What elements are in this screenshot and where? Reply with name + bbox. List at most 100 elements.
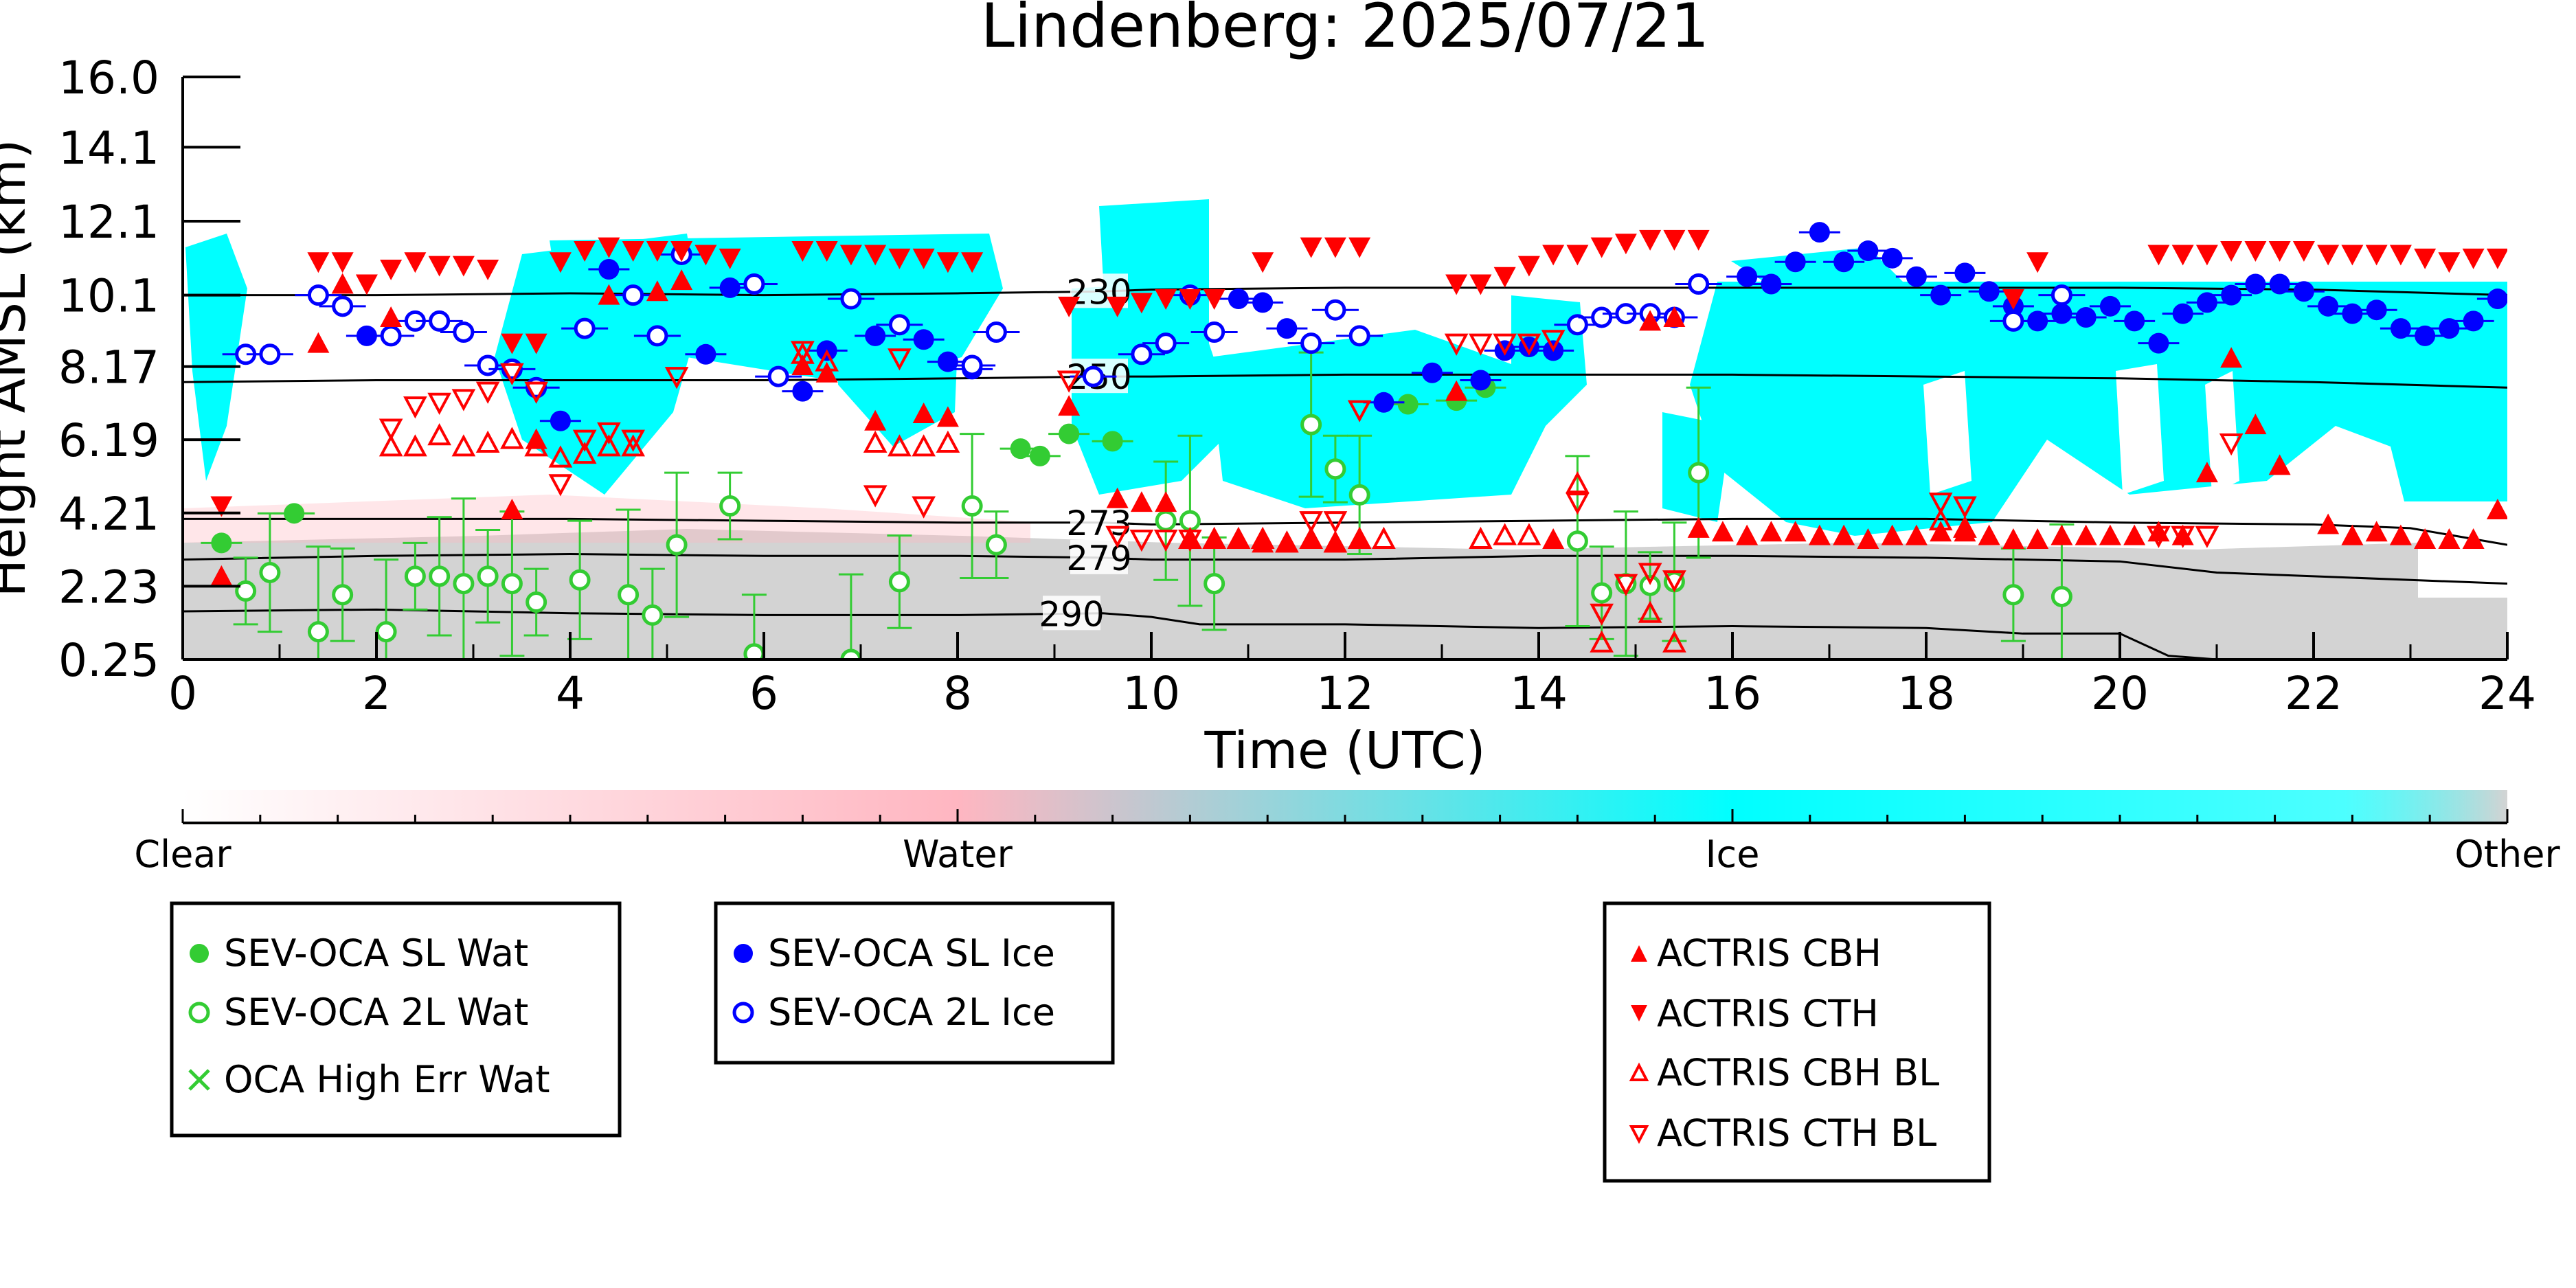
data-point [2171, 524, 2194, 545]
data-point [1542, 528, 1565, 550]
data-point [1300, 528, 1322, 550]
data-point [1105, 526, 1129, 548]
data-point [2172, 303, 2193, 324]
data-point [1493, 333, 1517, 356]
data-point [1517, 256, 1540, 277]
data-point [453, 573, 475, 595]
data-point [2051, 303, 2072, 324]
y-tick-label: 6.19 [58, 414, 159, 467]
data-point [1785, 251, 1806, 273]
data-point [500, 427, 524, 449]
data-point [670, 241, 693, 262]
data-point [719, 248, 741, 269]
colorbar-label-clear: Clear [134, 833, 231, 876]
data-point [1203, 528, 1225, 550]
data-point [1299, 526, 1323, 550]
legend-label-cth: ACTRIS CTH [1657, 992, 1879, 1035]
data-point [475, 381, 500, 404]
x-axis-label: Time (UTC) [1204, 721, 1485, 780]
data-point [1566, 530, 1588, 552]
x-tick-label: 2 [362, 667, 391, 720]
data-point [694, 245, 717, 266]
data-point [2342, 303, 2363, 324]
data-point [500, 363, 524, 385]
legend-label-high-err-wat: OCA High Err Wat [224, 1058, 550, 1101]
data-point [1276, 318, 1298, 339]
data-point [1760, 521, 1783, 542]
data-point [404, 252, 427, 273]
data-point [936, 430, 960, 453]
data-point [1978, 524, 2000, 545]
data-point [1324, 532, 1346, 553]
data-point [2438, 528, 2461, 550]
legend-marker-2l-ice [732, 1002, 754, 1024]
data-point [2148, 332, 2169, 354]
colorbar-ticks [181, 809, 2509, 823]
data-point [791, 241, 814, 262]
y-tick-label: 4.21 [58, 488, 159, 541]
clear-gaps [1923, 364, 2239, 495]
data-point [572, 429, 597, 452]
data-point [1323, 511, 1348, 534]
data-point [380, 306, 403, 327]
data-point [2195, 462, 2218, 483]
isotherm-230 [183, 286, 2507, 297]
data-point [1155, 510, 1177, 532]
data-point [429, 310, 451, 332]
data-point [2123, 524, 2146, 545]
data-point [2438, 252, 2461, 273]
data-point [574, 317, 596, 339]
data-point [1153, 530, 1178, 552]
data-point [597, 422, 621, 445]
data-point [307, 621, 329, 643]
data-point [2147, 245, 2170, 266]
series-sev-oca-2l-ice [222, 243, 2086, 398]
data-point [2124, 310, 2145, 332]
data-point [1517, 333, 1541, 356]
data-point [719, 277, 741, 298]
x-tick-label: 22 [2285, 667, 2342, 720]
data-point [888, 348, 912, 371]
data-point [1102, 431, 1123, 452]
data-point [307, 252, 330, 273]
data-point [2244, 241, 2267, 262]
data-point [569, 569, 591, 591]
x-tick-label: 18 [1897, 667, 1955, 720]
data-point [1711, 521, 1734, 542]
axis-ticks: 0 2 4 6 8 10 12 14 16 18 20 22 240.252.234.216.198.1… [58, 52, 2536, 720]
data-point [356, 325, 377, 346]
data-point [2317, 513, 2340, 534]
data-point [1252, 292, 1274, 313]
data-point [501, 498, 523, 519]
data-point [1687, 517, 1710, 538]
legend-actris-box [1603, 901, 1991, 1183]
isotherm-label: 279 [1066, 539, 1131, 578]
data-point [1517, 523, 1541, 545]
data-point [2486, 248, 2507, 269]
data-point [451, 389, 476, 411]
data-point [2318, 295, 2339, 317]
data-point [1252, 252, 1274, 273]
data-point [332, 584, 354, 606]
data-point [2219, 433, 2244, 456]
data-point [1639, 310, 1662, 331]
legend-marker-cth-bl [1629, 1125, 1649, 1144]
data-point [2196, 292, 2217, 313]
data-point [331, 252, 354, 273]
legend-marker-sl-wat [190, 944, 209, 963]
data-point [2002, 528, 2024, 550]
data-point [1204, 573, 1225, 595]
y-axis-label: Height AMSL (km) [0, 139, 37, 597]
data-point [743, 273, 765, 295]
data-point [2050, 284, 2072, 306]
data-point [1178, 530, 1202, 552]
data-point [840, 288, 862, 310]
data-point [646, 241, 668, 262]
isotherm-label: 290 [1039, 594, 1104, 634]
data-point [2195, 526, 2219, 548]
data-point [2389, 245, 2412, 266]
data-point [646, 280, 668, 302]
colorbar-label-other: Other [2454, 833, 2560, 876]
data-point [525, 333, 547, 354]
data-point [2269, 273, 2290, 295]
